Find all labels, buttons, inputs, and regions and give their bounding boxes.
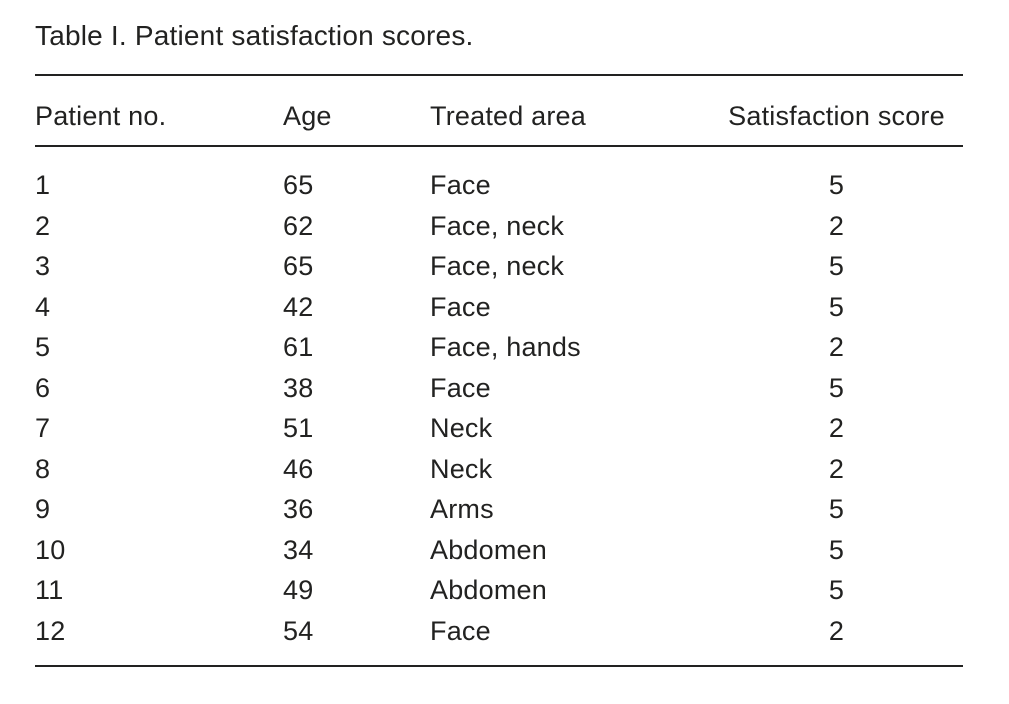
cell-patient-no: 8 [35, 453, 51, 484]
cell-age: 62 [283, 210, 314, 241]
table-row: 2 62 Face, neck 2 [35, 206, 963, 247]
cell-patient-no: 12 [35, 615, 66, 646]
table-row: 9 36 Arms 5 [35, 489, 963, 530]
cell-age: 65 [283, 251, 314, 281]
cell-patient-no: 2 [35, 210, 51, 241]
cell-treated-area: Face, neck [430, 251, 565, 281]
cell-treated-area: Neck [430, 453, 493, 484]
table-row: 1 65 Face 5 [35, 146, 963, 206]
cell-age: 51 [283, 413, 314, 443]
cell-treated-area: Face [430, 615, 491, 646]
cell-satisfaction-score: 2 [828, 453, 845, 484]
cell-patient-no: 5 [35, 332, 51, 362]
cell-age: 38 [283, 372, 314, 403]
table-row: 11 49 Abdomen 5 [35, 570, 963, 611]
cell-treated-area: Arms [430, 494, 494, 524]
cell-treated-area: Face [430, 291, 491, 322]
cell-age: 46 [283, 453, 314, 484]
cell-satisfaction-score: 2 [828, 413, 845, 443]
cell-age: 61 [283, 332, 314, 362]
table-row: 6 38 Face 5 [35, 368, 963, 409]
cell-age: 54 [283, 615, 314, 646]
cell-patient-no: 1 [35, 170, 51, 200]
cell-treated-area: Abdomen [430, 575, 547, 605]
cell-age: 42 [283, 291, 314, 322]
cell-satisfaction-score: 5 [828, 534, 845, 565]
cell-satisfaction-score: 5 [828, 372, 845, 403]
table-body: 1 65 Face 5 2 62 Face, neck 2 3 65 Face,… [35, 146, 963, 666]
table-row: 8 46 Neck 2 [35, 449, 963, 490]
table-row: 4 42 Face 5 [35, 287, 963, 328]
page: Table I. Patient satisfaction scores. Pa… [35, 20, 963, 667]
cell-treated-area: Face [430, 372, 491, 403]
table-row: 12 54 Face 2 [35, 611, 963, 667]
cell-patient-no: 7 [35, 413, 51, 443]
cell-patient-no: 9 [35, 494, 51, 524]
cell-satisfaction-score: 2 [828, 210, 845, 241]
cell-age: 34 [283, 534, 314, 565]
cell-satisfaction-score: 2 [828, 332, 845, 362]
cell-patient-no: 6 [35, 372, 51, 403]
patient-satisfaction-table: Patient no. Age Treated area Satisfactio… [35, 74, 963, 667]
cell-treated-area: Abdomen [430, 534, 547, 565]
cell-satisfaction-score: 5 [828, 251, 845, 281]
cell-patient-no: 3 [35, 251, 51, 281]
cell-satisfaction-score: 5 [828, 170, 845, 200]
cell-age: 49 [283, 575, 314, 605]
table-row: 5 61 Face, hands 2 [35, 327, 963, 368]
cell-treated-area: Face [430, 170, 491, 200]
header-satisfaction-score: Satisfaction score [710, 75, 963, 147]
cell-treated-area: Face, hands [430, 332, 581, 362]
header-treated-area: Treated area [430, 75, 710, 147]
table-row: 3 65 Face, neck 5 [35, 246, 963, 287]
cell-patient-no: 11 [35, 575, 64, 605]
table-header-row: Patient no. Age Treated area Satisfactio… [35, 75, 963, 147]
header-age: Age [283, 75, 430, 147]
header-patient-no: Patient no. [35, 75, 283, 147]
table-row: 10 34 Abdomen 5 [35, 530, 963, 571]
cell-age: 36 [283, 494, 314, 524]
cell-satisfaction-score: 5 [828, 291, 845, 322]
cell-treated-area: Neck [430, 413, 493, 443]
cell-treated-area: Face, neck [430, 210, 565, 241]
cell-satisfaction-score: 5 [828, 575, 845, 605]
cell-satisfaction-score: 2 [828, 615, 845, 646]
cell-satisfaction-score: 5 [828, 494, 845, 524]
cell-age: 65 [283, 170, 314, 200]
cell-patient-no: 10 [35, 534, 66, 565]
table-title: Table I. Patient satisfaction scores. [35, 20, 474, 51]
cell-patient-no: 4 [35, 291, 51, 322]
table-row: 7 51 Neck 2 [35, 408, 963, 449]
